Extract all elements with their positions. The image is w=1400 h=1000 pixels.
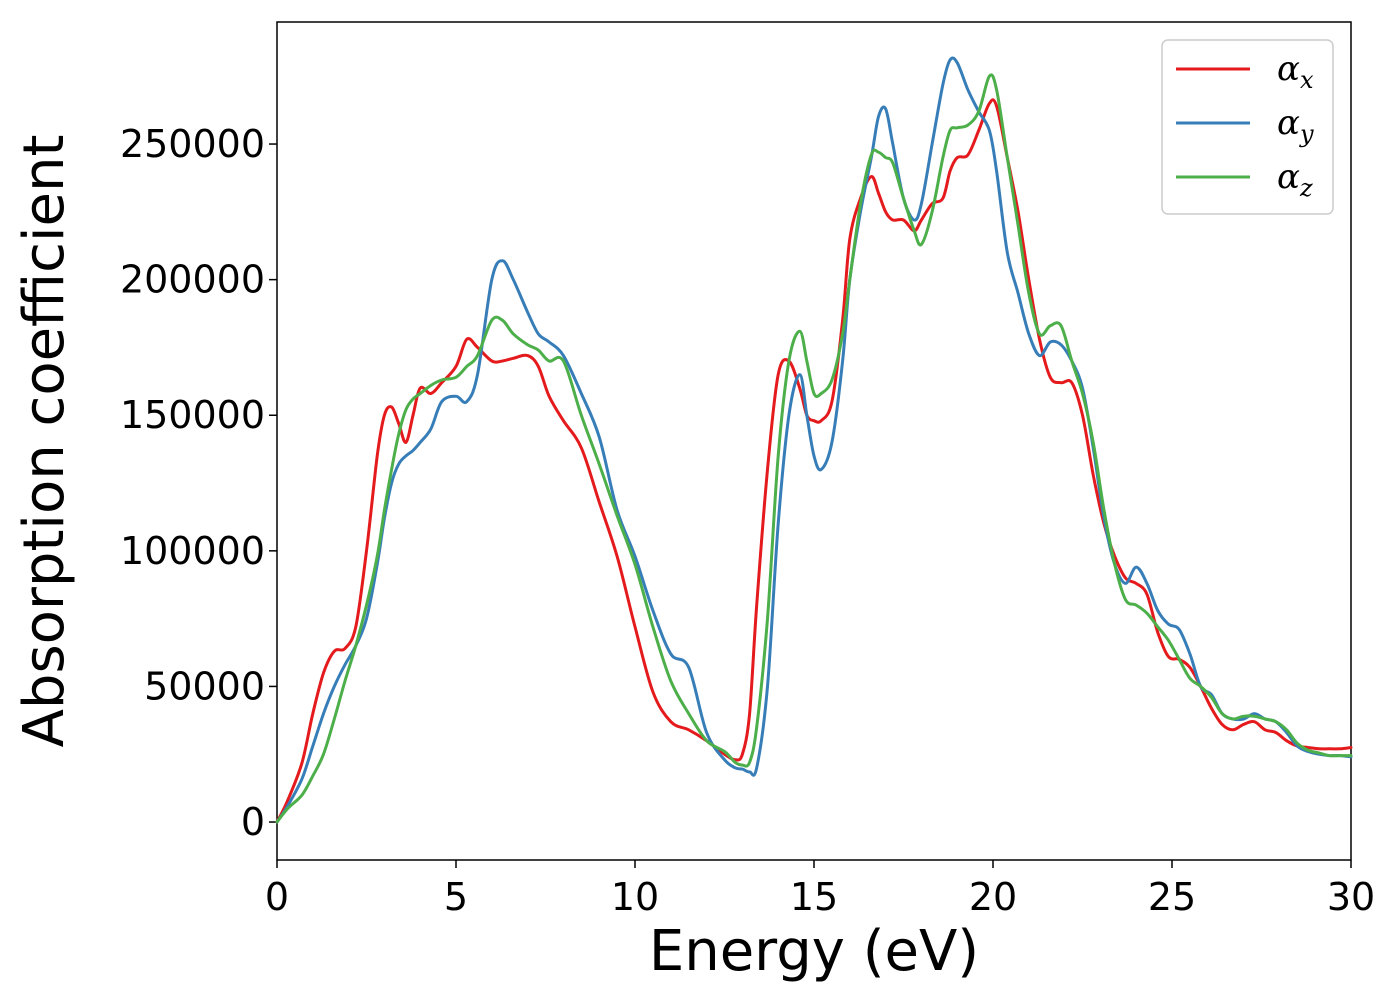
legend-label-subscript: z (1299, 174, 1313, 202)
series-lines (275, 56, 1353, 824)
x-tick-label: 30 (1327, 875, 1375, 919)
legend-label-symbol: α (1277, 49, 1300, 89)
legend-label-z: αz (1277, 157, 1313, 202)
y-tick-label: 0 (241, 800, 265, 844)
x-axis-title: Energy (eV) (649, 919, 979, 984)
x-tick-label: 25 (1148, 875, 1196, 919)
y-axis-ticks: 0 50000 100000 150000 200000 250000 (120, 122, 277, 844)
series-line-x (275, 98, 1353, 824)
legend-label-subscript: x (1300, 66, 1314, 94)
y-tick-label: 250000 (120, 122, 265, 166)
y-tick-label: 100000 (120, 529, 265, 573)
series-line-y (275, 56, 1353, 824)
y-tick-label: 150000 (120, 393, 265, 437)
legend-label-symbol: α (1277, 157, 1300, 197)
x-tick-label: 5 (444, 875, 468, 919)
legend-label-x: αx (1277, 49, 1314, 94)
x-tick-label: 0 (265, 875, 289, 919)
legend-box (1161, 39, 1334, 215)
x-tick-label: 15 (790, 875, 838, 919)
legend-label-y: αy (1277, 103, 1314, 148)
series-line-z (275, 73, 1353, 824)
x-axis-ticks: 0 5 10 15 20 25 30 (265, 860, 1375, 919)
y-tick-label: 200000 (120, 258, 265, 302)
y-axis-title: Absorption coefficient (12, 135, 77, 748)
x-tick-label: 10 (611, 875, 659, 919)
x-tick-label: 20 (969, 875, 1017, 919)
y-tick-label: 50000 (144, 664, 265, 708)
legend-label-subscript: y (1299, 120, 1314, 148)
legend-label-symbol: α (1277, 103, 1300, 143)
